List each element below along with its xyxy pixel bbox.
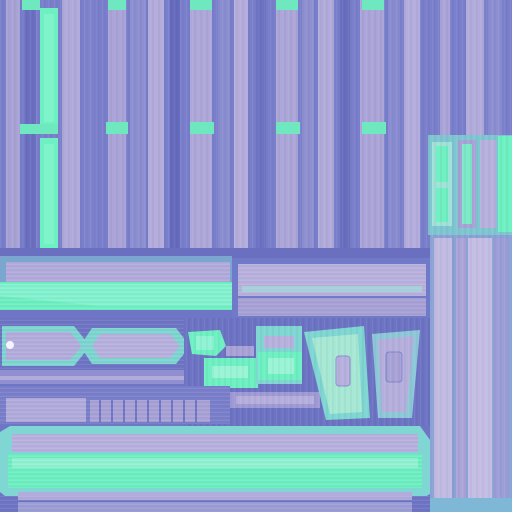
ruler-strip <box>0 386 230 424</box>
upper-right-small-panel <box>428 135 512 235</box>
middle-center-panel <box>232 258 430 320</box>
mechanical-parts <box>184 318 430 428</box>
lower-long-bar <box>0 426 430 500</box>
right-vertical-planks <box>430 235 512 512</box>
marker-dot <box>6 341 14 349</box>
capsule-row <box>0 318 200 384</box>
middle-left-rail <box>0 256 232 318</box>
top-right-planks <box>430 0 512 135</box>
bottom-rail <box>0 492 430 512</box>
top-plank-grid <box>0 0 466 258</box>
